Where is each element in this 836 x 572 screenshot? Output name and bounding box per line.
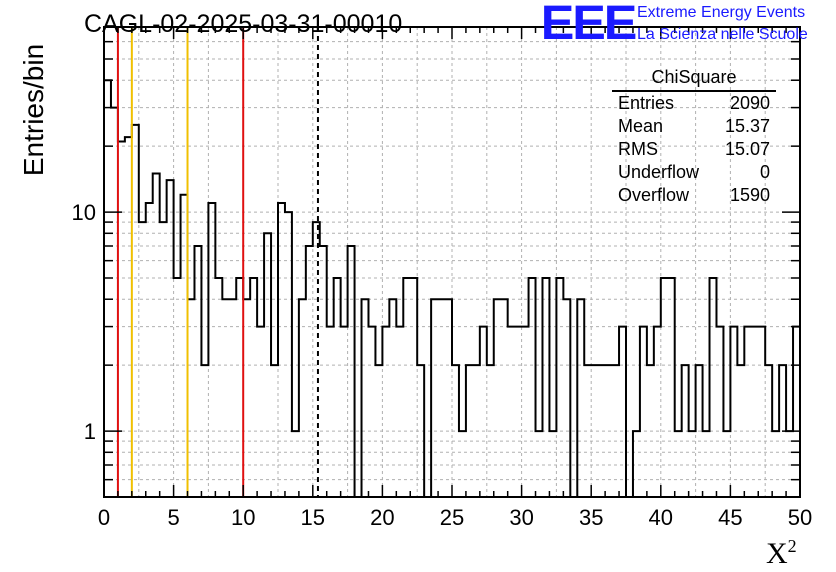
stats-row: RMS 15.07 [612,138,778,161]
stats-row: Entries 2090 [612,92,778,115]
x-tick-label: 45 [718,505,742,530]
logo-line-1: Extreme Energy Events [637,4,806,21]
y-tick-label: 1 [84,419,96,444]
x-tick-label: 40 [649,505,673,530]
eee-logo: EEE [540,0,638,50]
stats-value: 2090 [729,93,770,113]
x-tick-label: 20 [370,505,394,530]
stats-value: 15.07 [724,139,770,159]
stats-value: 15.37 [724,116,770,136]
x-axis-label-sup: 2 [787,536,797,556]
stats-box: ChiSquare Entries 2090 Mean 15.37 RMS 15.07… [612,66,778,207]
stats-value: 1590 [729,185,770,205]
logo-line-2: La Scienza nelle Scuole [637,26,808,43]
y-tick-label: 10 [72,200,96,225]
x-axis-label: X2 [766,536,797,571]
chart-title: CAGL-02-2025-03-31-00010 [84,10,403,38]
x-tick-label: 10 [231,505,255,530]
marker-lines [116,27,319,497]
x-tick-label: 0 [98,505,110,530]
x-axis-label-main: X [766,537,788,570]
axis-ticks: 0 5 10 15 20 25 30 35 40 45 50 1 10 [72,27,812,530]
stats-label: Overflow [618,185,690,205]
x-tick-label: 15 [301,505,325,530]
y-axis-label: Entries/bin [18,43,49,177]
x-tick-label: 35 [579,505,603,530]
stats-label: Entries [618,93,675,113]
x-tick-label: 30 [509,505,533,530]
stats-row: Mean 15.37 [612,115,778,138]
stats-value: 0 [759,162,770,182]
stats-title: ChiSquare [612,66,776,92]
x-tick-label: 25 [440,505,464,530]
x-tick-label: 50 [788,505,812,530]
stats-label: Underflow [618,162,700,182]
stats-label: Mean [618,116,664,136]
stats-label: RMS [618,139,658,159]
stats-row: Underflow 0 [612,161,778,184]
stats-row: Overflow 1590 [612,184,778,207]
x-tick-label: 5 [167,505,179,530]
